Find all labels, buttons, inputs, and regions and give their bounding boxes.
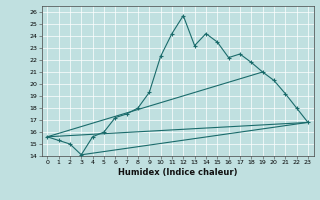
X-axis label: Humidex (Indice chaleur): Humidex (Indice chaleur) [118, 168, 237, 177]
